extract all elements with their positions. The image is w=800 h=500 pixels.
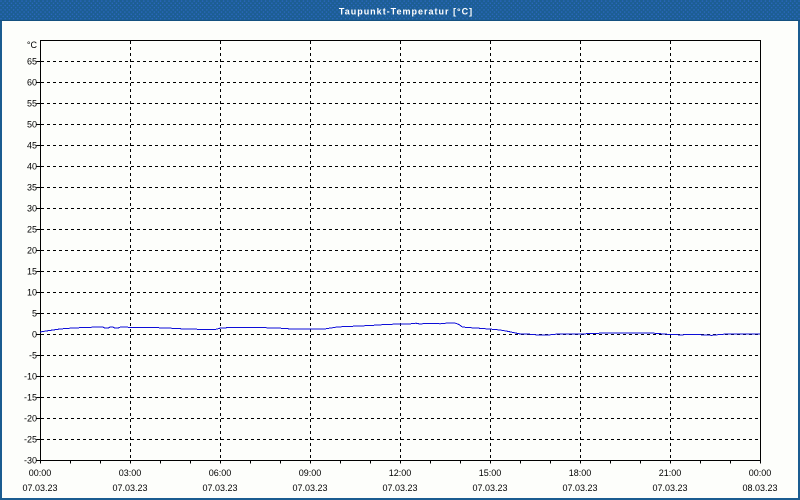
svg-text:40: 40 xyxy=(27,162,37,172)
svg-text:07.03.23: 07.03.23 xyxy=(112,483,147,493)
svg-text:-15: -15 xyxy=(24,393,37,403)
svg-text:07.03.23: 07.03.23 xyxy=(472,483,507,493)
svg-text:25: 25 xyxy=(27,225,37,235)
svg-text:55: 55 xyxy=(27,99,37,109)
svg-text:07.03.23: 07.03.23 xyxy=(562,483,597,493)
svg-text:21:00: 21:00 xyxy=(659,468,682,478)
svg-text:12:00: 12:00 xyxy=(389,468,412,478)
svg-text:30: 30 xyxy=(27,204,37,214)
svg-text:00:00: 00:00 xyxy=(29,468,52,478)
svg-text:08.03.23: 08.03.23 xyxy=(742,483,777,493)
svg-text:-5: -5 xyxy=(29,351,37,361)
svg-text:-25: -25 xyxy=(24,435,37,445)
svg-text:35: 35 xyxy=(27,183,37,193)
svg-text:15:00: 15:00 xyxy=(479,468,502,478)
svg-text:07.03.23: 07.03.23 xyxy=(202,483,237,493)
svg-text:07.03.23: 07.03.23 xyxy=(652,483,687,493)
svg-text:60: 60 xyxy=(27,78,37,88)
svg-text:Taupunkt-Temperatur [°C]: Taupunkt-Temperatur [°C] xyxy=(339,7,473,17)
svg-text:65: 65 xyxy=(27,57,37,67)
svg-text:5: 5 xyxy=(32,309,37,319)
svg-text:50: 50 xyxy=(27,120,37,130)
svg-text:10: 10 xyxy=(27,288,37,298)
svg-text:07.03.23: 07.03.23 xyxy=(22,483,57,493)
svg-text:-10: -10 xyxy=(24,372,37,382)
svg-text:15: 15 xyxy=(27,267,37,277)
svg-text:-30: -30 xyxy=(24,456,37,466)
svg-text:20: 20 xyxy=(27,246,37,256)
svg-text:0: 0 xyxy=(32,330,37,340)
svg-text:06:00: 06:00 xyxy=(209,468,232,478)
svg-text:07.03.23: 07.03.23 xyxy=(292,483,327,493)
svg-text:03:00: 03:00 xyxy=(119,468,142,478)
svg-text:-20: -20 xyxy=(24,414,37,424)
svg-text:°C: °C xyxy=(27,40,38,50)
svg-text:00:00: 00:00 xyxy=(749,468,772,478)
svg-text:18:00: 18:00 xyxy=(569,468,592,478)
svg-text:07.03.23: 07.03.23 xyxy=(382,483,417,493)
svg-text:45: 45 xyxy=(27,141,37,151)
svg-text:09:00: 09:00 xyxy=(299,468,322,478)
